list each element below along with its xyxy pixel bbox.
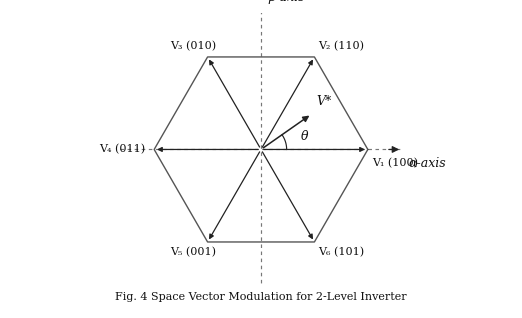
Text: β-axis: β-axis (268, 0, 305, 4)
Text: V₃ (010): V₃ (010) (170, 41, 216, 52)
Text: V*: V* (316, 94, 331, 107)
Text: V₁ (100): V₁ (100) (372, 158, 418, 168)
Text: θ: θ (301, 130, 309, 143)
Text: V₅ (001): V₅ (001) (170, 247, 216, 258)
Text: V₆ (101): V₆ (101) (317, 247, 364, 258)
Text: Fig. 4 Space Vector Modulation for 2-Level Inverter: Fig. 4 Space Vector Modulation for 2-Lev… (115, 292, 407, 302)
Text: V₄ (011): V₄ (011) (100, 144, 146, 155)
Text: V₂ (110): V₂ (110) (317, 41, 364, 52)
Text: α-axis: α-axis (408, 157, 446, 170)
